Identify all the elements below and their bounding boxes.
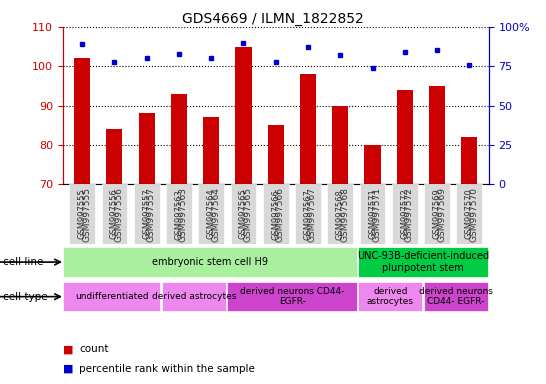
FancyBboxPatch shape	[134, 184, 159, 244]
FancyBboxPatch shape	[456, 184, 482, 244]
Text: GSM997563: GSM997563	[179, 187, 188, 242]
Bar	[332, 106, 348, 184]
Bar	[268, 125, 284, 184]
Text: cell line: cell line	[3, 257, 43, 267]
Text: GSM997557: GSM997557	[142, 189, 151, 240]
Bar	[365, 145, 381, 184]
Text: GSM997568: GSM997568	[340, 187, 349, 242]
Bar	[358, 282, 423, 311]
Text: GSM997563: GSM997563	[174, 189, 183, 240]
Text: GSM997556: GSM997556	[110, 189, 119, 240]
Text: GSM997564: GSM997564	[211, 187, 220, 242]
FancyBboxPatch shape	[328, 184, 353, 244]
Text: derived neurons CD44-
EGFR-: derived neurons CD44- EGFR-	[240, 287, 345, 306]
Bar	[429, 86, 445, 184]
Bar	[227, 282, 357, 311]
Text: GSM997570: GSM997570	[465, 189, 474, 240]
Text: GSM997556: GSM997556	[115, 187, 123, 242]
FancyBboxPatch shape	[102, 184, 127, 244]
Bar	[358, 247, 488, 277]
Bar	[162, 282, 226, 311]
Bar	[461, 137, 477, 184]
FancyBboxPatch shape	[198, 184, 224, 244]
Text: GSM997569: GSM997569	[437, 187, 446, 242]
Text: GSM997557: GSM997557	[147, 187, 156, 242]
Text: GSM997566: GSM997566	[276, 187, 284, 242]
Text: percentile rank within the sample: percentile rank within the sample	[79, 364, 255, 374]
Text: GSM997567: GSM997567	[308, 187, 317, 242]
Text: GSM997571: GSM997571	[372, 187, 382, 242]
Text: undifferentiated: undifferentiated	[75, 292, 149, 301]
Text: GSM997566: GSM997566	[271, 189, 280, 240]
Bar	[397, 90, 413, 184]
Text: count: count	[79, 344, 109, 354]
Text: embryonic stem cell H9: embryonic stem cell H9	[152, 257, 268, 267]
Text: ■: ■	[63, 364, 73, 374]
Text: GSM997565: GSM997565	[244, 187, 252, 242]
FancyBboxPatch shape	[263, 184, 289, 244]
Text: GSM997564: GSM997564	[207, 189, 216, 240]
Bar	[139, 114, 155, 184]
Bar	[106, 129, 122, 184]
Bar	[63, 282, 161, 311]
Bar	[203, 118, 219, 184]
Bar	[235, 46, 252, 184]
Text: UNC-93B-deficient-induced
pluripotent stem: UNC-93B-deficient-induced pluripotent st…	[357, 251, 489, 273]
Bar	[63, 247, 357, 277]
FancyBboxPatch shape	[360, 184, 385, 244]
FancyBboxPatch shape	[166, 184, 192, 244]
Text: GSM997565: GSM997565	[239, 189, 248, 240]
Bar	[424, 282, 488, 311]
Text: cell type: cell type	[3, 291, 48, 302]
FancyBboxPatch shape	[424, 184, 450, 244]
Text: GSM997571: GSM997571	[368, 189, 377, 240]
Text: GDS4669 / ILMN_1822852: GDS4669 / ILMN_1822852	[182, 12, 364, 25]
Bar	[300, 74, 316, 184]
Text: GSM997567: GSM997567	[304, 189, 312, 240]
Text: GSM997555: GSM997555	[78, 189, 87, 239]
FancyBboxPatch shape	[230, 184, 257, 244]
Text: GSM997572: GSM997572	[400, 189, 410, 240]
Text: GSM997572: GSM997572	[405, 187, 414, 242]
Bar	[171, 94, 187, 184]
Text: derived astrocytes: derived astrocytes	[152, 292, 236, 301]
Text: ■: ■	[63, 344, 73, 354]
Text: derived neurons
CD44- EGFR-: derived neurons CD44- EGFR-	[419, 287, 493, 306]
FancyBboxPatch shape	[69, 184, 95, 244]
Text: derived
astrocytes: derived astrocytes	[367, 287, 414, 306]
FancyBboxPatch shape	[295, 184, 321, 244]
Text: GSM997570: GSM997570	[470, 187, 478, 242]
Text: GSM997569: GSM997569	[432, 189, 442, 240]
Text: GSM997555: GSM997555	[82, 187, 91, 242]
FancyBboxPatch shape	[392, 184, 418, 244]
Text: GSM997568: GSM997568	[336, 189, 345, 240]
Bar	[74, 58, 90, 184]
